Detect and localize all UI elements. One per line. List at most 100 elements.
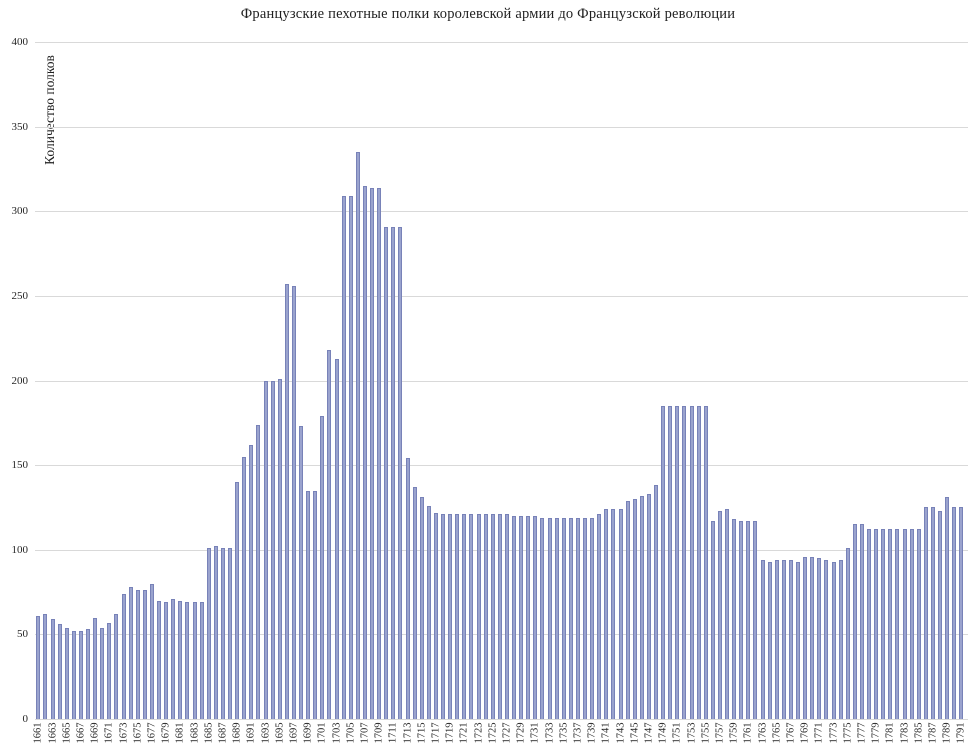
x-tick-label-1761: 1761 — [742, 722, 754, 743]
x-tick-label-1791: 1791 — [955, 722, 967, 743]
bar-1667 — [78, 631, 83, 719]
bar-1694 — [270, 380, 275, 719]
bar-1751 — [675, 405, 680, 719]
x-tick-label-1699: 1699 — [302, 722, 314, 743]
x-tick-label-1779: 1779 — [870, 722, 882, 743]
bar-1740 — [597, 514, 602, 719]
bar-1748 — [654, 485, 658, 719]
bar-1754 — [696, 405, 701, 719]
bar-1679 — [164, 602, 169, 719]
bar-1709 — [377, 187, 382, 719]
x-tick-label-1713: 1713 — [402, 722, 413, 743]
x-tick-label-1667: 1667 — [75, 722, 87, 743]
bar-1739 — [590, 517, 595, 719]
bar-1724 — [483, 514, 488, 719]
x-tick-label-1783: 1783 — [899, 722, 910, 743]
bar-1747 — [646, 493, 651, 719]
x-tick-label-1777: 1777 — [856, 722, 868, 743]
bar-1750 — [668, 405, 673, 719]
bar-1681 — [178, 600, 183, 719]
bar-1729 — [519, 515, 524, 719]
bar-1715 — [419, 497, 424, 719]
bar-1689 — [235, 482, 240, 719]
y-tick-label-400: 400 — [11, 36, 29, 48]
bar-1710 — [384, 226, 389, 719]
x-tick-label-1661: 1661 — [32, 722, 44, 743]
bar-1664 — [57, 624, 62, 719]
x-tick-label-1725: 1725 — [487, 722, 499, 743]
x-tick-label-1767: 1767 — [785, 722, 797, 743]
x-tick-label-1669: 1669 — [89, 722, 101, 743]
x-tick-label-1745: 1745 — [629, 722, 641, 743]
x-tick-label-1787: 1787 — [927, 722, 939, 743]
bar-1778 — [867, 529, 871, 719]
bar-1779 — [874, 529, 879, 719]
x-tick-label-1687: 1687 — [217, 722, 229, 743]
gridline-y-350 — [35, 126, 968, 128]
x-tick-label-1697: 1697 — [288, 722, 300, 743]
bar-1693 — [263, 380, 268, 719]
bar-1674 — [128, 587, 133, 719]
bar-1733 — [547, 517, 552, 719]
x-tick-label-1681: 1681 — [174, 722, 186, 743]
bar-1771 — [817, 558, 822, 719]
bar-1708 — [370, 187, 374, 719]
bar-1722 — [469, 514, 474, 719]
y-tick-label-50: 50 — [17, 628, 28, 641]
bar-1731 — [533, 515, 538, 719]
bar-1704 — [341, 196, 346, 719]
bar-1782 — [895, 529, 900, 719]
bar-1746 — [639, 495, 644, 719]
x-tick-label-1737: 1737 — [572, 722, 584, 743]
bar-1716 — [426, 505, 431, 719]
bar-1663 — [50, 619, 55, 719]
x-tick-label-1683: 1683 — [189, 722, 200, 743]
bar-1719 — [448, 514, 453, 719]
bar-1760 — [739, 521, 744, 719]
bar-1686 — [213, 546, 218, 719]
x-tick-label-1739: 1739 — [586, 722, 598, 743]
bar-1770 — [810, 556, 815, 719]
bar-1700 — [313, 490, 318, 719]
bar-1769 — [803, 556, 808, 719]
chart-title: Французские пехотные полки королевской а… — [240, 6, 736, 22]
bar-1699 — [306, 490, 311, 719]
bar-1732 — [540, 517, 545, 719]
y-tick-label-250: 250 — [11, 289, 29, 302]
y-tick-label-350: 350 — [11, 120, 29, 133]
bar-1703 — [334, 358, 339, 719]
x-tick-label-1753: 1753 — [686, 722, 697, 743]
x-tick-label-1757: 1757 — [714, 722, 726, 743]
x-tick-label-1773: 1773 — [828, 722, 839, 743]
bar-1734 — [554, 517, 559, 719]
bar-1763 — [760, 559, 765, 719]
bar-1775 — [845, 548, 850, 719]
bar-1776 — [852, 524, 857, 719]
bar-1730 — [526, 515, 531, 719]
bar-1668 — [86, 629, 90, 719]
bar-1785 — [916, 529, 921, 719]
bar-1717 — [433, 512, 438, 719]
x-tick-label-1759: 1759 — [728, 722, 740, 743]
bar-1673 — [121, 593, 126, 719]
bar-1692 — [256, 424, 261, 719]
bar-1669 — [93, 617, 98, 719]
gridline-y-0 — [35, 719, 968, 720]
x-tick-label-1705: 1705 — [345, 722, 357, 743]
y-tick-label-150: 150 — [11, 459, 29, 472]
bar-1670 — [100, 627, 105, 719]
bar-1774 — [838, 559, 843, 719]
x-tick-label-1771: 1771 — [813, 722, 825, 743]
bar-1780 — [881, 529, 886, 719]
y-tick-label-100: 100 — [11, 543, 29, 556]
bar-1737 — [575, 517, 580, 719]
bar-1791 — [959, 507, 964, 719]
bar-1718 — [441, 514, 445, 719]
x-tick-label-1765: 1765 — [771, 722, 783, 743]
bar-1777 — [859, 524, 864, 719]
x-tick-label-1769: 1769 — [799, 722, 811, 743]
x-tick-label-1679: 1679 — [160, 722, 172, 743]
bar-1685 — [206, 548, 211, 719]
bar-1764 — [767, 561, 772, 719]
bar-1766 — [781, 559, 786, 719]
